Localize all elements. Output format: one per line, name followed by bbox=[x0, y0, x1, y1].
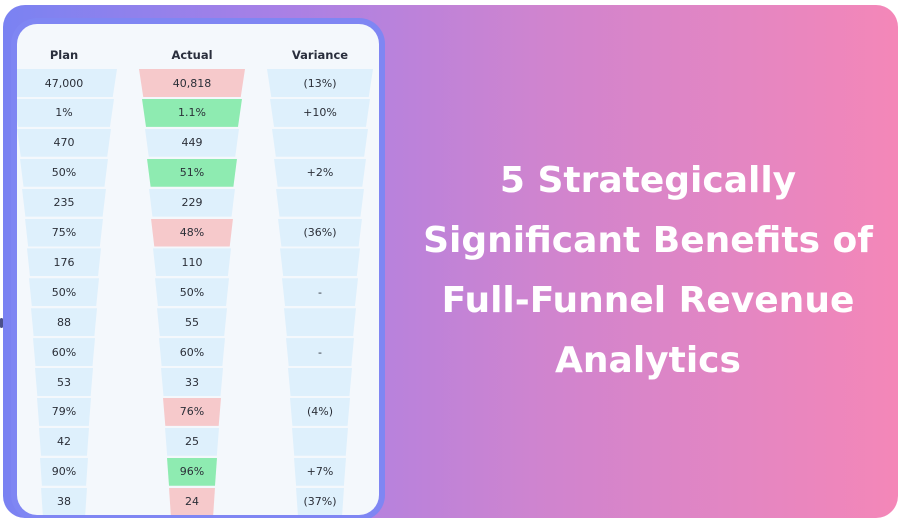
actual-column-header: Actual bbox=[171, 48, 213, 62]
actual-cell: 55 bbox=[157, 308, 227, 337]
headline-line-4: Analytics bbox=[555, 340, 741, 381]
headline-line-1: 5 Strategically bbox=[499, 160, 797, 201]
headline-line-2: Significant Benefits of bbox=[423, 220, 873, 261]
variance-cell: - bbox=[286, 338, 354, 367]
variance-cell: (4%) bbox=[290, 397, 350, 426]
actual-cell: 48% bbox=[151, 218, 233, 247]
variance-cell bbox=[284, 308, 356, 337]
actual-cell: 60% bbox=[159, 338, 225, 367]
variance-cell: - bbox=[282, 278, 358, 307]
actual-cell: 25 bbox=[165, 427, 219, 456]
variance-cell bbox=[280, 248, 360, 277]
actual-cell: 33 bbox=[161, 368, 223, 396]
actual-cell: 110 bbox=[153, 248, 231, 277]
plan-cell: 47,000 bbox=[17, 69, 117, 97]
actual-cell: 24 bbox=[169, 487, 215, 515]
plan-cell: 60% bbox=[33, 338, 95, 367]
plan-cell: 42 bbox=[39, 427, 89, 456]
variance-cell bbox=[272, 128, 368, 157]
variance-column-header: Variance bbox=[291, 48, 349, 62]
banner-background: Plan Actual Variance 47,000 40,818 (13%) 1%… bbox=[3, 5, 898, 518]
headline-line-3: Full-Funnel Revenue bbox=[441, 280, 855, 321]
actual-cell: 96% bbox=[167, 457, 217, 486]
actual-cell: 1.1% bbox=[142, 98, 242, 127]
plan-column-header: Plan bbox=[49, 48, 79, 62]
plan-cell: 470 bbox=[17, 128, 111, 157]
actual-cell: 40,818 bbox=[139, 69, 245, 97]
funnel-table: Plan Actual Variance 47,000 40,818 (13%) 1%… bbox=[17, 24, 379, 515]
plan-cell: 38 bbox=[41, 487, 87, 515]
variance-cell: (36%) bbox=[278, 218, 362, 247]
plan-cell: 79% bbox=[37, 397, 91, 426]
variance-cell: +10% bbox=[270, 98, 370, 127]
plan-cell: 50% bbox=[29, 278, 99, 307]
variance-cell bbox=[292, 427, 348, 456]
variance-cell: +2% bbox=[274, 158, 366, 187]
actual-cell: 50% bbox=[155, 278, 229, 307]
actual-cell: 449 bbox=[145, 128, 239, 157]
actual-cell: 51% bbox=[147, 158, 237, 187]
funnel-table-card: Plan Actual Variance 47,000 40,818 (13%) 1%… bbox=[11, 18, 385, 518]
plan-cell: 75% bbox=[25, 218, 103, 247]
actual-cell: 229 bbox=[149, 188, 235, 217]
variance-cell: +7% bbox=[294, 457, 346, 486]
actual-cell: 76% bbox=[163, 397, 221, 426]
plan-cell: 235 bbox=[22, 188, 106, 217]
plan-cell: 53 bbox=[35, 368, 93, 396]
plan-cell: 50% bbox=[20, 158, 108, 187]
plan-cell: 176 bbox=[27, 248, 101, 277]
headline: 5 Strategically Significant Benefits of … bbox=[393, 151, 898, 391]
variance-cell bbox=[288, 368, 352, 396]
variance-cell: (13%) bbox=[267, 69, 373, 97]
variance-cell bbox=[276, 188, 364, 217]
plan-cell: 90% bbox=[40, 457, 88, 486]
edge-marker bbox=[0, 318, 3, 328]
plan-cell: 88 bbox=[31, 308, 97, 337]
plan-cell: 1% bbox=[17, 98, 114, 127]
variance-cell: (37%) bbox=[296, 487, 344, 515]
